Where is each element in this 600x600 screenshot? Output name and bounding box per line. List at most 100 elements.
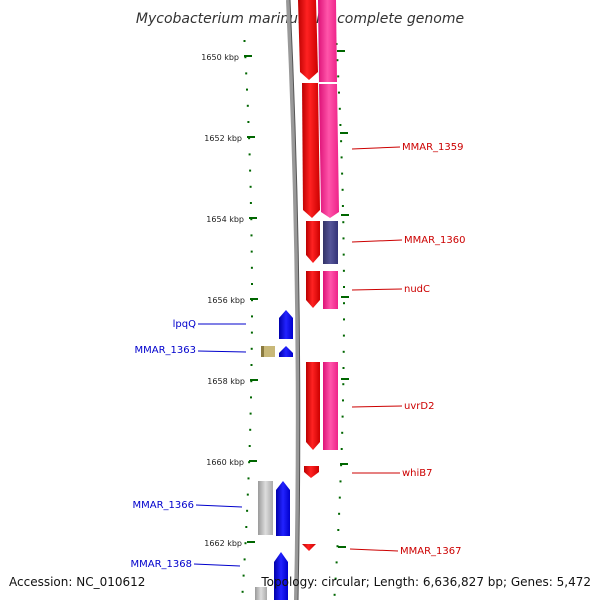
scale-dot <box>338 496 341 499</box>
scale-dot <box>342 253 345 256</box>
scale-dot <box>249 428 252 431</box>
gene-arrow-red[interactable] <box>306 221 320 263</box>
gene-arrow-red[interactable] <box>302 83 320 218</box>
scale-dot <box>342 269 345 272</box>
gene-arrow-red[interactable] <box>304 466 319 478</box>
gene-label[interactable]: lpqQ <box>173 319 196 330</box>
gene-label[interactable]: MMAR_1368 <box>131 559 193 570</box>
scale-dot <box>250 396 252 399</box>
scale-dot <box>246 104 249 107</box>
right-gene-labels: MMAR_1359 MMAR_1360 nudC uvrD2 whiB7 MMA… <box>349 142 466 557</box>
genome-backbone-shadow <box>289 0 301 600</box>
tick-label: 1660 kbp <box>206 458 244 467</box>
scale-dot <box>341 172 344 175</box>
right-ticks <box>337 50 349 548</box>
scale-dot <box>249 412 252 415</box>
gene-block-gray[interactable] <box>255 587 267 600</box>
scale-dot <box>337 75 340 78</box>
scale-dot <box>342 367 345 369</box>
scale-dot <box>338 107 341 110</box>
scale-dot <box>245 526 248 528</box>
tick-label: 1652 kbp <box>204 134 242 143</box>
gene-label[interactable]: whiB7 <box>402 468 433 479</box>
gene-arrow-blue[interactable] <box>276 481 290 536</box>
scale-dot <box>342 399 344 402</box>
gene-label[interactable]: uvrD2 <box>404 401 434 412</box>
scale-dot <box>250 380 253 383</box>
scale-dot <box>343 302 345 305</box>
gene-label[interactable]: MMAR_1366 <box>133 500 195 511</box>
scale-dot <box>339 124 342 126</box>
genome-backbone <box>286 0 300 600</box>
gene-block-pink[interactable] <box>323 362 338 450</box>
gene-label[interactable]: MMAR_1359 <box>402 142 464 153</box>
scale-dot <box>342 221 345 224</box>
scale-dot <box>341 205 344 207</box>
scale-dot <box>247 477 250 480</box>
scale-dot <box>244 56 247 59</box>
gene-arrow-blue[interactable] <box>279 310 293 339</box>
scale-dot <box>245 72 248 75</box>
gene-block-gray[interactable] <box>258 481 273 535</box>
topology-text: Topology: circular; Length: 6,636,827 bp… <box>260 575 591 589</box>
gene-block-pink[interactable] <box>323 271 338 309</box>
right-dotted-track <box>333 43 345 596</box>
scale-dot <box>251 283 253 285</box>
gene-label[interactable]: MMAR_1367 <box>400 546 462 557</box>
scale-dot <box>249 185 252 188</box>
accession-text: Accession: NC_010612 <box>9 575 145 589</box>
scale-dot <box>241 590 244 593</box>
scale-dot <box>250 266 253 269</box>
reverse-strand-genes <box>255 310 293 600</box>
scale-dot <box>343 286 345 288</box>
scale-dot <box>247 121 250 123</box>
scale-dot <box>248 461 251 464</box>
scale-dot <box>342 383 345 386</box>
scale-dot <box>337 529 340 531</box>
scale-dot <box>251 315 253 318</box>
gene-arrow-blue[interactable] <box>274 552 288 600</box>
gene-block-pink[interactable] <box>319 84 339 218</box>
gene-block-tan[interactable] <box>261 346 275 357</box>
gene-arrow-red[interactable] <box>302 544 316 551</box>
scale-dot <box>242 574 245 577</box>
scale-dot <box>243 40 246 42</box>
scale-dot <box>342 237 345 240</box>
second-track-genes <box>318 0 339 450</box>
scale-dot <box>343 318 345 321</box>
gene-block-tan-edge <box>261 346 264 357</box>
scale-dot <box>250 347 253 350</box>
gene-arrow-red[interactable] <box>306 271 320 308</box>
scale-dot <box>250 234 253 237</box>
scale-dot <box>250 331 253 334</box>
scale-dot <box>334 577 337 580</box>
scale-ticks: 1650 kbp 1652 kbp 1654 kbp 1656 kbp 1658… <box>201 53 258 548</box>
scale-dot <box>336 545 339 548</box>
gene-arrow-red[interactable] <box>306 362 320 450</box>
scale-dot <box>250 364 253 366</box>
scale-dot <box>250 250 253 253</box>
scale-dot <box>338 512 341 515</box>
scale-dot <box>342 334 345 337</box>
scale-dot <box>333 593 336 596</box>
scale-dot <box>250 218 253 221</box>
scale-dot <box>251 299 253 302</box>
left-dotted-track <box>241 40 253 593</box>
scale-dot <box>340 156 343 159</box>
gene-arrow-red[interactable] <box>298 0 318 80</box>
gene-arrow-blue[interactable] <box>279 346 293 357</box>
gene-label[interactable]: MMAR_1363 <box>135 345 197 356</box>
scale-dot <box>246 509 249 512</box>
gene-label[interactable]: MMAR_1360 <box>404 235 466 246</box>
gene-label[interactable]: nudC <box>404 284 430 295</box>
gene-block-navy[interactable] <box>323 221 338 264</box>
scale-dot <box>341 188 344 191</box>
gene-block-pink[interactable] <box>318 0 337 82</box>
scale-dot <box>342 350 345 353</box>
scale-dot <box>336 59 339 62</box>
tick-label: 1650 kbp <box>201 53 239 62</box>
scale-dot <box>339 480 342 483</box>
tick-label: 1662 kbp <box>204 539 242 548</box>
scale-dot <box>246 493 249 496</box>
